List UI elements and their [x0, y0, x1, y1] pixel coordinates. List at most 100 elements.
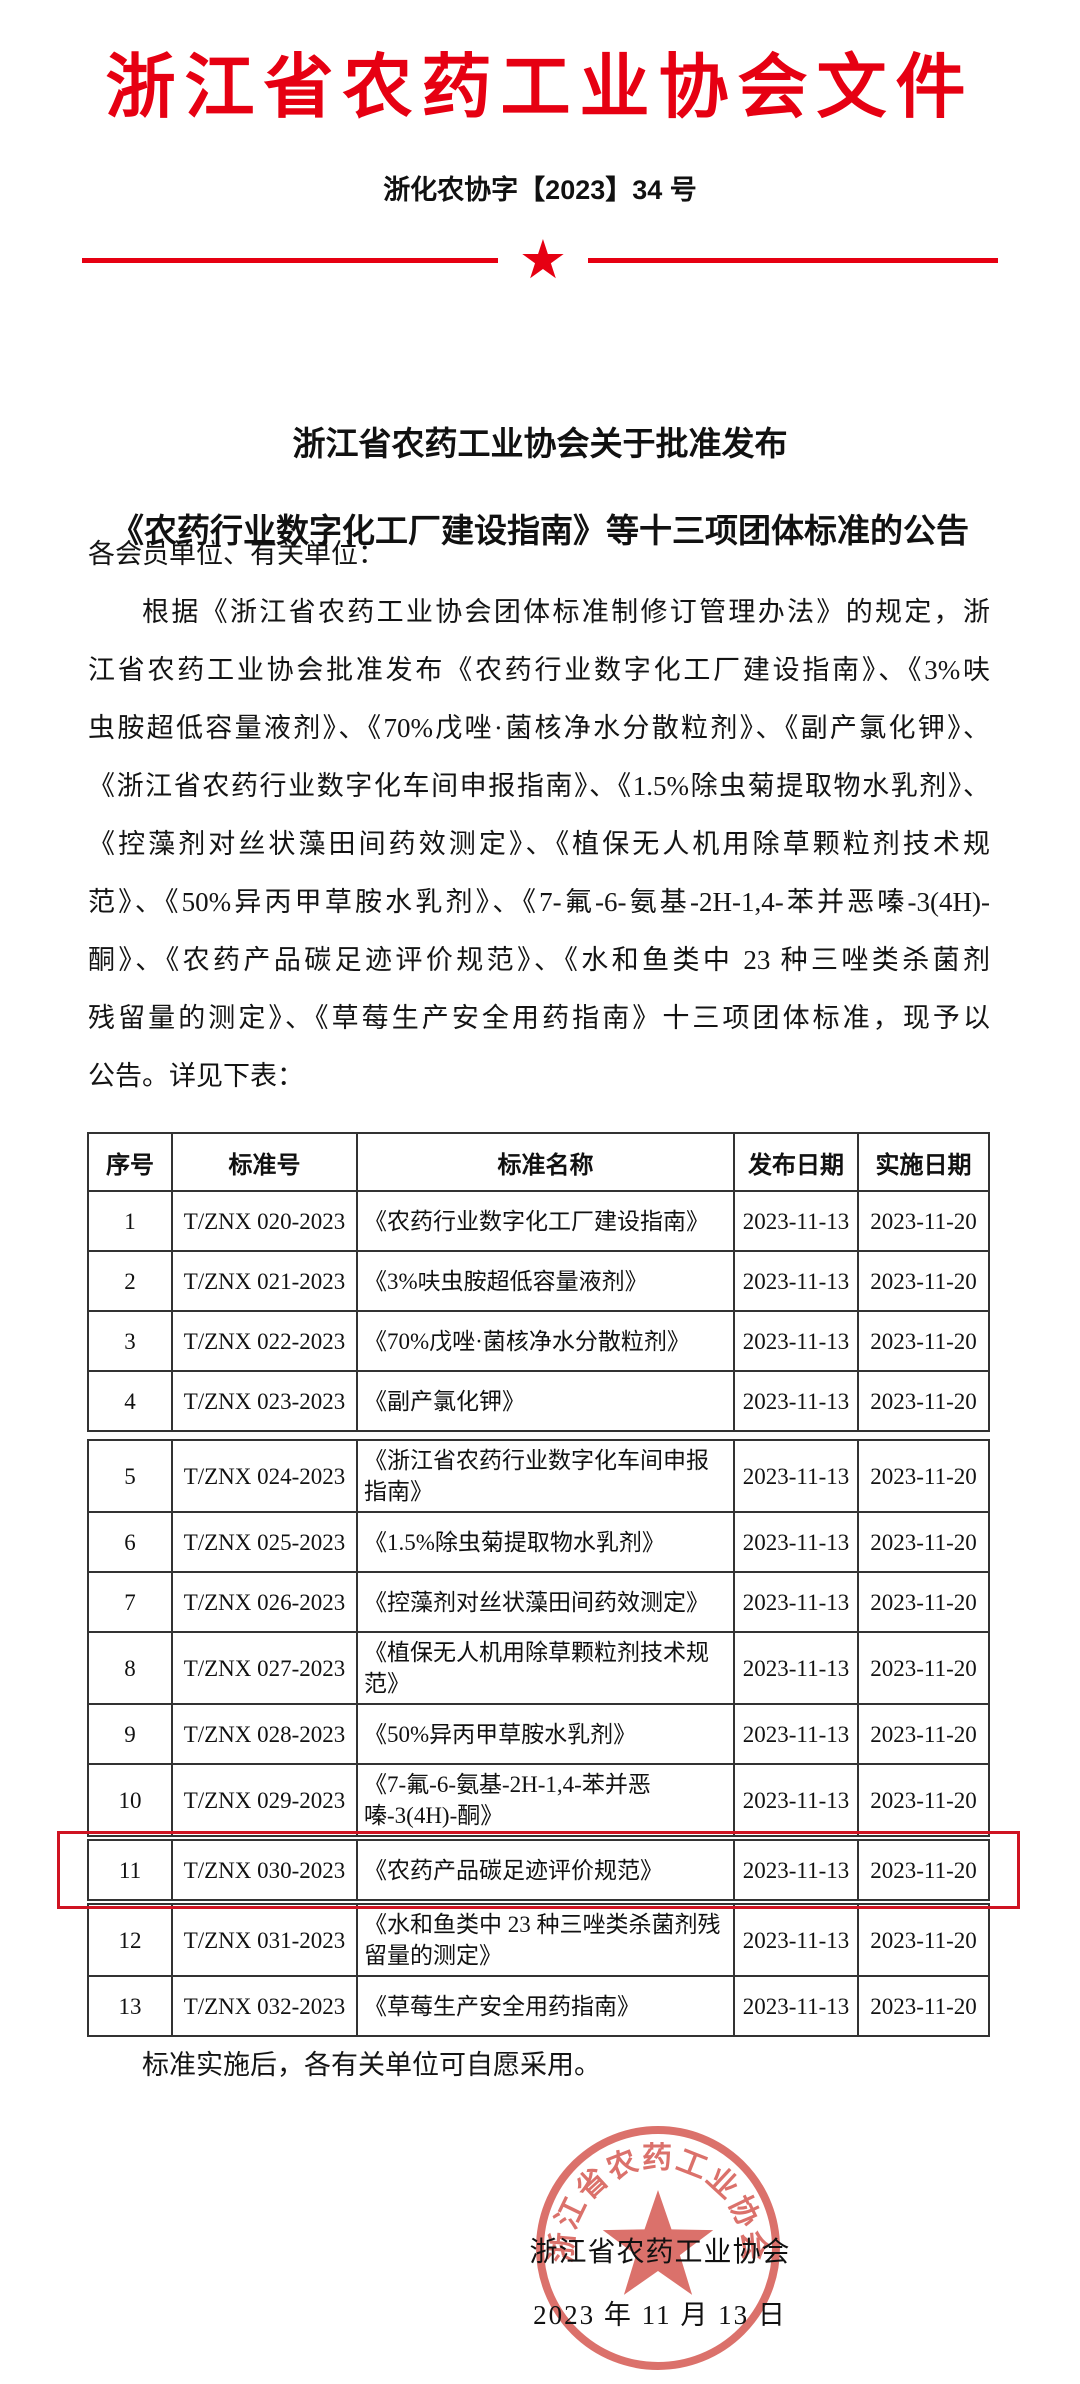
cell-publish_date: 2023-11-13 — [733, 1839, 859, 1901]
table-row: 3 T/ZNX 022-2023 《70%戊唑·菌核净水分散粒剂》 2023-11-1… — [87, 1310, 990, 1372]
cell-code: T/ZNX 021-2023 — [171, 1250, 358, 1312]
cell-code: T/ZNX 032-2023 — [171, 1975, 358, 2037]
cell-implement_date: 2023-11-20 — [857, 1571, 990, 1633]
column-header: 标准号 — [171, 1132, 358, 1192]
column-header: 发布日期 — [733, 1132, 859, 1192]
cell-seq: 4 — [87, 1370, 173, 1432]
cell-seq: 13 — [87, 1975, 173, 2037]
cell-code: T/ZNX 027-2023 — [171, 1631, 358, 1705]
paragraph-line: 《浙江省农药行业数字化车间申报指南》、《1.5%除虫菊提取物水乳剂》、 — [88, 771, 990, 801]
main-paragraph: 根据《浙江省农药工业协会团体标准制修订管理办法》的规定，浙江省农药工业协会批准发… — [88, 583, 990, 1105]
paragraph-line: 虫胺超低容量液剂》、《70%戊唑·菌核净水分散粒剂》、《副产氯化钾》、 — [88, 713, 990, 743]
cell-publish_date: 2023-11-13 — [733, 1903, 859, 1977]
cell-implement_date: 2023-11-20 — [857, 1439, 990, 1513]
cell-name: 《70%戊唑·菌核净水分散粒剂》 — [356, 1310, 735, 1372]
announcement-title-line1: 浙江省农药工业协会关于批准发布 — [292, 425, 788, 462]
cell-publish_date: 2023-11-13 — [733, 1703, 859, 1765]
standards-table: 序号 标准号 标准名称 发布日期 实施日期 1 T/ZNX 020-2023 《农药行业数字化… — [57, 1132, 1020, 2037]
standards-table-fragment: 12 T/ZNX 031-2023 《水和鱼类中 23 种三唑类杀菌剂残留量的测定》… — [87, 1903, 990, 2037]
cell-publish_date: 2023-11-13 — [733, 1370, 859, 1432]
cell-publish_date: 2023-11-13 — [733, 1310, 859, 1372]
paragraph-line: 根据《浙江省农药工业协会团体标准制修订管理办法》的规定，浙 — [142, 597, 990, 627]
cell-implement_date: 2023-11-20 — [857, 1763, 990, 1837]
body-text: 各会员单位、有关单位： 根据《浙江省农药工业协会团体标准制修订管理办法》的规定，… — [88, 525, 990, 1105]
table-row: 1 T/ZNX 020-2023 《农药行业数字化工厂建设指南》 2023-11-13… — [87, 1190, 990, 1252]
divider-line-right — [588, 257, 998, 263]
cell-name: 《3%呋虫胺超低容量液剂》 — [356, 1250, 735, 1312]
cell-implement_date: 2023-11-20 — [857, 1631, 990, 1705]
table-row: 2 T/ZNX 021-2023 《3%呋虫胺超低容量液剂》 2023-11-13 20… — [87, 1250, 990, 1312]
table-header-row: 序号 标准号 标准名称 发布日期 实施日期 — [87, 1132, 990, 1192]
cell-name: 《农药产品碳足迹评价规范》 — [356, 1839, 735, 1901]
cell-publish_date: 2023-11-13 — [733, 1190, 859, 1252]
cell-name: 《副产氯化钾》 — [356, 1370, 735, 1432]
cell-code: T/ZNX 022-2023 — [171, 1310, 358, 1372]
cell-name: 《控藻剂对丝状藻田间药效测定》 — [356, 1571, 735, 1633]
cell-seq: 3 — [87, 1310, 173, 1372]
paragraph-line: 残留量的测定》、《草莓生产安全用药指南》十三项团体标准，现予以 — [88, 1003, 990, 1033]
standards-table-fragment: 11 T/ZNX 030-2023 《农药产品碳足迹评价规范》 2023-11-13 2… — [87, 1839, 990, 1901]
cell-seq: 10 — [87, 1763, 173, 1837]
cell-implement_date: 2023-11-20 — [857, 1250, 990, 1312]
cell-seq: 11 — [87, 1839, 173, 1901]
column-header: 序号 — [87, 1132, 173, 1192]
cell-seq: 5 — [87, 1439, 173, 1513]
cell-code: T/ZNX 025-2023 — [171, 1511, 358, 1573]
table-row: 8 T/ZNX 027-2023 《植保无人机用除草颗粒剂技术规范》 2023-11-… — [87, 1631, 990, 1705]
stamp-ring — [536, 2126, 780, 2370]
cell-code: T/ZNX 030-2023 — [171, 1839, 358, 1901]
cell-name: 《浙江省农药行业数字化车间申报指南》 — [356, 1439, 735, 1513]
cell-implement_date: 2023-11-20 — [857, 1511, 990, 1573]
table-row: 5 T/ZNX 024-2023 《浙江省农药行业数字化车间申报指南》 2023-11… — [87, 1439, 990, 1513]
closing-sentence: 标准实施后，各有关单位可自愿采用。 — [142, 2050, 601, 2080]
cell-code: T/ZNX 023-2023 — [171, 1370, 358, 1432]
star-icon: ★ — [518, 228, 568, 291]
cell-code: T/ZNX 029-2023 — [171, 1763, 358, 1837]
document-number: 浙化农协字【2023】34 号 — [383, 175, 697, 205]
cell-publish_date: 2023-11-13 — [733, 1631, 859, 1705]
issuing-organization: 浙江省农药工业协会 — [529, 2237, 791, 2268]
paragraph-line: 范》、《50%异丙甲草胺水乳剂》、《7-氟-6-氨基-2H-1,4-苯并恶嗪-3… — [88, 887, 990, 917]
table-row: 6 T/ZNX 025-2023 《1.5%除虫菊提取物水乳剂》 2023-11-13… — [87, 1511, 990, 1573]
cell-implement_date: 2023-11-20 — [857, 1190, 990, 1252]
cell-code: T/ZNX 026-2023 — [171, 1571, 358, 1633]
table-row: 13 T/ZNX 032-2023 《草莓生产安全用药指南》 2023-11-13 20… — [87, 1975, 990, 2037]
table-row: 12 T/ZNX 031-2023 《水和鱼类中 23 种三唑类杀菌剂残留量的测定》… — [87, 1903, 990, 1977]
cell-publish_date: 2023-11-13 — [733, 1975, 859, 2037]
cell-publish_date: 2023-11-13 — [733, 1439, 859, 1513]
cell-code: T/ZNX 031-2023 — [171, 1903, 358, 1977]
cell-seq: 2 — [87, 1250, 173, 1312]
cell-seq: 7 — [87, 1571, 173, 1633]
cell-name: 《草莓生产安全用药指南》 — [356, 1975, 735, 2037]
cell-publish_date: 2023-11-13 — [733, 1250, 859, 1312]
stamp-star-icon — [602, 2190, 714, 2295]
column-header: 实施日期 — [857, 1132, 990, 1192]
letterhead-title: 浙江省农药工业协会文件 — [105, 48, 975, 126]
cell-name: 《农药行业数字化工厂建设指南》 — [356, 1190, 735, 1252]
cell-name: 《水和鱼类中 23 种三唑类杀菌剂残留量的测定》 — [356, 1903, 735, 1977]
cell-name: 《7-氟-6-氨基-2H-1,4-苯并恶嗪-3(4H)-酮》 — [356, 1763, 735, 1837]
cell-seq: 9 — [87, 1703, 173, 1765]
paragraph-line: 酮》、《农药产品碳足迹评价规范》、《水和鱼类中 23 种三唑类杀菌剂 — [88, 945, 990, 975]
cell-publish_date: 2023-11-13 — [733, 1763, 859, 1837]
cell-seq: 8 — [87, 1631, 173, 1705]
cell-name: 《1.5%除虫菊提取物水乳剂》 — [356, 1511, 735, 1573]
cell-seq: 6 — [87, 1511, 173, 1573]
cell-publish_date: 2023-11-13 — [733, 1511, 859, 1573]
paragraph-line: 《控藻剂对丝状藻田间药效测定》、《植保无人机用除草颗粒剂技术规 — [88, 829, 990, 859]
standards-table-fragment: 序号 标准号 标准名称 发布日期 实施日期 1 T/ZNX 020-2023 《农药行业数字化… — [87, 1132, 990, 1432]
divider-line-left — [82, 257, 498, 263]
highlighted-row-wrapper: 11 T/ZNX 030-2023 《农药产品碳足迹评价规范》 2023-11-13 2… — [57, 1831, 1020, 1909]
cell-implement_date: 2023-11-20 — [857, 1703, 990, 1765]
paragraph-line: 江省农药工业协会批准发布《农药行业数字化工厂建设指南》、《3%呋 — [88, 655, 990, 685]
announcement-title: 浙江省农药工业协会关于批准发布 《农药行业数字化工厂建设指南》等十三项团体标准的… — [0, 400, 1080, 574]
table-row: 7 T/ZNX 026-2023 《控藻剂对丝状藻田间药效测定》 2023-11-13… — [87, 1571, 990, 1633]
cell-implement_date: 2023-11-20 — [857, 1310, 990, 1372]
cell-code: T/ZNX 028-2023 — [171, 1703, 358, 1765]
cell-name: 《植保无人机用除草颗粒剂技术规范》 — [356, 1631, 735, 1705]
column-header: 标准名称 — [356, 1132, 735, 1192]
cell-implement_date: 2023-11-20 — [857, 1903, 990, 1977]
standards-table-fragment: 5 T/ZNX 024-2023 《浙江省农药行业数字化车间申报指南》 2023-11… — [87, 1439, 990, 1837]
cell-code: T/ZNX 024-2023 — [171, 1439, 358, 1513]
